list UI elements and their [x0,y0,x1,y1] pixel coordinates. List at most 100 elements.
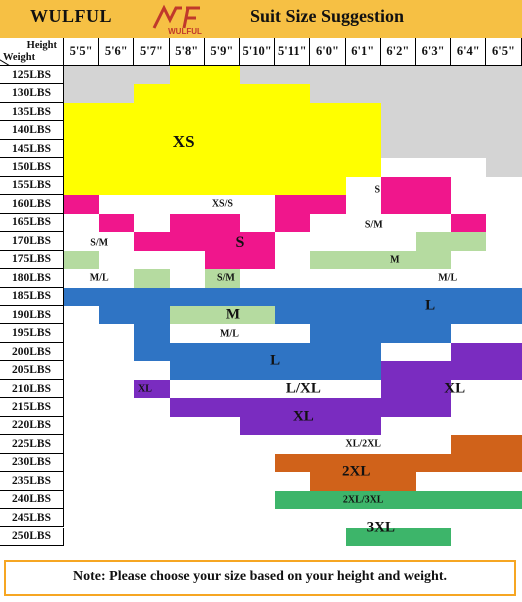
size-cell [134,305,171,325]
size-cell [486,509,522,528]
size-cell [99,139,135,159]
size-cell [275,232,311,252]
size-cell [416,527,452,547]
size-cell [486,472,522,492]
height-header: 6'3" [416,38,452,66]
size-cell [134,269,171,288]
size-cell [134,435,171,455]
size-cell [99,84,135,104]
size-cell [169,176,206,196]
size-cell [451,195,487,215]
size-cell [99,398,135,418]
size-cell [275,527,311,547]
height-header: 5'5" [64,38,100,66]
size-cell [416,398,452,418]
size-cell [345,305,382,325]
size-cell [64,139,100,159]
size-cell [99,472,135,492]
size-cell [169,305,206,325]
size-cell [204,379,241,399]
weight-header: 155LBS [0,176,64,196]
size-cell [451,232,487,252]
size-cell [416,250,452,270]
size-cell [204,176,241,196]
size-cell [275,361,311,381]
zone-label: L/XL [285,380,321,397]
size-cell [310,287,347,307]
size-cell [416,305,452,325]
size-cell [416,121,452,141]
size-cell [204,232,241,252]
size-cell [64,305,100,325]
size-cell [380,416,417,436]
size-cell [416,490,452,510]
size-cell [134,453,171,473]
size-cell [134,398,171,418]
size-cell [204,305,241,325]
size-cell [204,269,241,288]
zone-label: L [425,297,436,314]
size-cell [99,324,135,344]
size-cell [169,398,206,418]
size-cell [64,121,100,141]
size-cell [134,66,171,85]
size-cell [380,195,417,215]
weight-header: 180LBS [0,269,64,288]
weight-header: 225LBS [0,435,64,454]
size-cell [380,342,417,362]
weight-header: 145LBS [0,139,64,159]
size-cell [204,195,241,215]
weight-header: 240LBS [0,490,64,510]
height-header: 5'7" [134,38,170,66]
size-cell [240,472,276,492]
size-cell [169,416,206,436]
size-cell [345,250,382,270]
zone-label: M/L [438,272,458,284]
size-cell [451,250,487,270]
size-cell [486,527,522,547]
size-cell [416,287,452,307]
size-cell [240,342,276,362]
size-cell [380,176,417,196]
size-cell [64,269,100,288]
height-header: 6'4" [451,38,487,66]
size-cell [416,176,452,196]
size-cell [169,158,206,178]
size-cell [134,102,171,122]
size-cell [310,305,347,325]
size-cell [451,158,487,178]
weight-header: 170LBS [0,232,64,251]
zone-label: M/L [219,328,239,340]
size-cell [99,490,135,510]
size-cell [64,398,100,418]
size-cell [486,269,522,288]
size-cell [240,453,276,473]
size-cell [275,84,311,104]
size-cell [380,490,417,510]
size-cell [380,102,417,122]
size-cell [169,139,206,159]
size-cell [486,305,522,325]
size-cell [416,102,452,122]
weight-header: 245LBS [0,509,64,528]
size-cell [275,342,311,362]
size-cell [451,84,487,104]
size-cell [134,213,171,233]
brand-logo: WULFUL [152,4,202,36]
weight-header: 165LBS [0,213,64,233]
height-header: 5'10" [240,38,276,66]
size-cell [134,195,171,215]
weight-header: 205LBS [0,361,64,380]
footer-note-box: Note: Please choose your size based on y… [4,560,516,596]
size-cell [451,490,487,510]
size-grid: Height Weight 5'5" 5'6" 5'7" 5'8" 5'9" 5'10" 5… [0,38,522,558]
size-cell [416,139,452,159]
size-cell [451,472,487,492]
zone-label: XL [292,408,314,425]
size-cell [240,66,276,85]
zone-label: M/L [89,272,109,284]
size-cell [345,66,382,85]
size-cell [451,453,487,473]
size-cell [275,435,311,455]
size-cell [345,139,382,159]
